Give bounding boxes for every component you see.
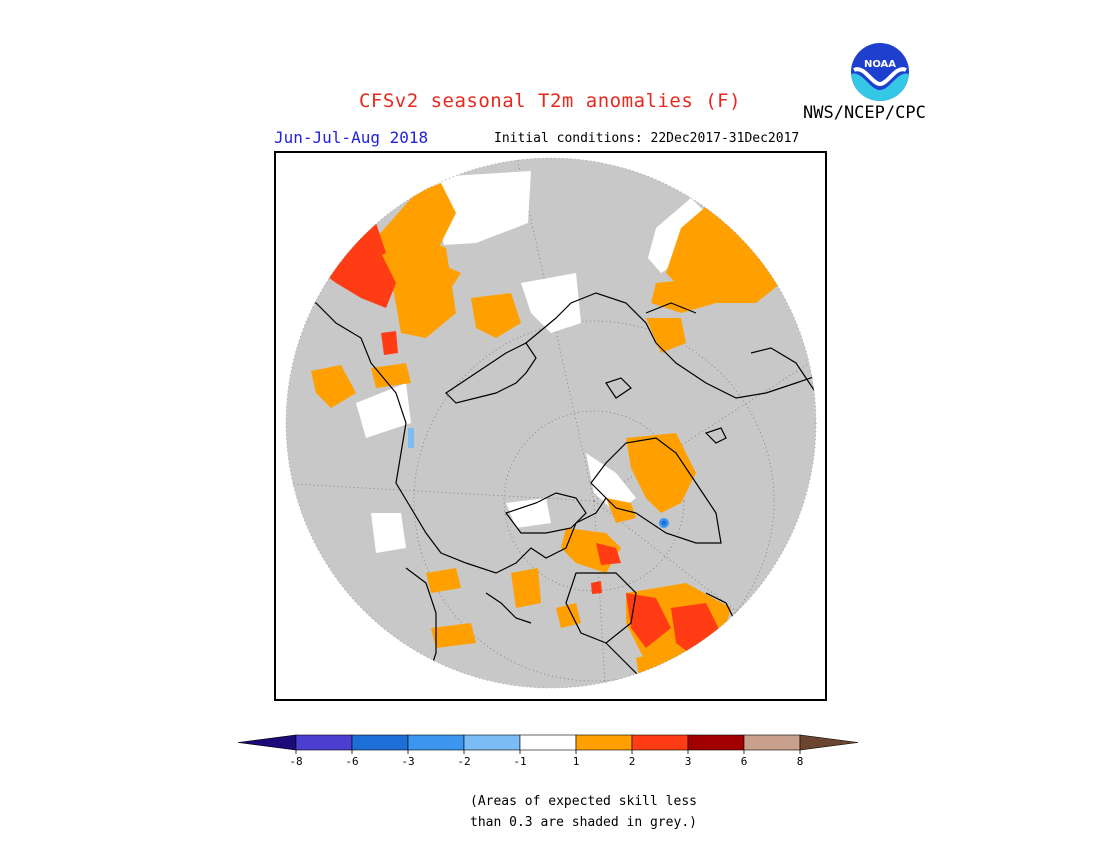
legend-cell [295, 734, 353, 751]
legend-arrow-high [799, 734, 859, 751]
legend-tick-label: -3 [401, 755, 414, 768]
legend-cell [631, 734, 689, 751]
legend-tick-label: -6 [345, 755, 358, 768]
legend-tick-label: -1 [513, 755, 526, 768]
legend-cell [575, 734, 633, 751]
legend-cell [463, 734, 521, 751]
logo-text: NOAA [864, 59, 896, 70]
polar-map [274, 151, 827, 701]
season-label: Jun-Jul-Aug 2018 [274, 128, 429, 147]
noaa-logo-icon: NOAA [849, 41, 911, 103]
legend-cell [743, 734, 801, 751]
chart-title: CFSv2 seasonal T2m anomalies (F) [358, 90, 742, 112]
skill-note-line: than 0.3 are shaded in grey.) [470, 815, 697, 830]
legend-tick-label: -2 [457, 755, 470, 768]
legend-tick-label: 8 [797, 755, 804, 768]
skill-note-line: (Areas of expected skill less [470, 794, 697, 809]
legend-tick-label: 6 [741, 755, 748, 768]
negative-anomaly-spots [408, 428, 669, 528]
initial-conditions-label: Initial conditions: 22Dec2017-31Dec2017 [494, 131, 800, 146]
skill-note: (Areas of expected skill less than 0.3 a… [470, 791, 697, 833]
graticule [286, 158, 816, 688]
color-legend: -8 -6 -3 -2 -1 1 2 3 6 8 [238, 734, 859, 768]
legend-tick-label: 2 [629, 755, 636, 768]
legend-cell [407, 734, 465, 751]
legend-cell [687, 734, 745, 751]
legend-tick-label: 1 [573, 755, 580, 768]
neutral-anomaly-areas [356, 171, 706, 553]
legend-cell [519, 734, 577, 751]
credit-label: NWS/NCEP/CPC [803, 103, 926, 123]
map-svg [285, 157, 817, 689]
legend-cell [351, 734, 409, 751]
legend-arrow-low [238, 734, 297, 751]
legend-tick-label: 3 [685, 755, 692, 768]
legend-tick-label: -8 [289, 755, 302, 768]
